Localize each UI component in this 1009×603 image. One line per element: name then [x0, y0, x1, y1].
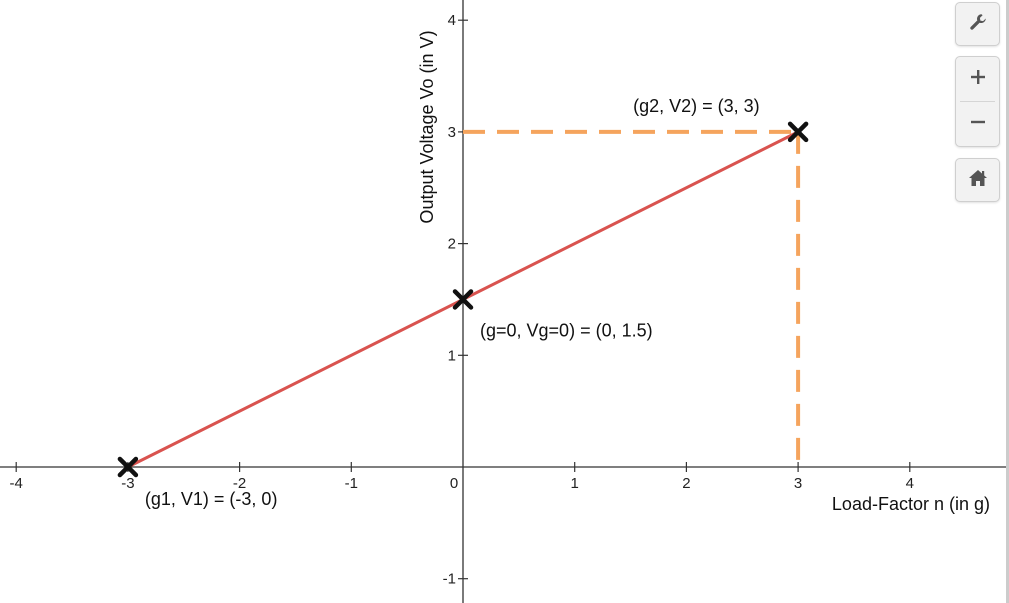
minus-icon	[969, 113, 987, 136]
x-tick-label: -1	[345, 475, 358, 492]
y-tick-label: 2	[448, 236, 456, 253]
x-tick-label: 3	[794, 475, 802, 492]
x-tick-label: 4	[906, 475, 914, 492]
x-tick-label: -3	[121, 475, 134, 492]
zoom-divider	[960, 101, 995, 102]
y-tick-label: -1	[443, 571, 456, 588]
zoom-in-button[interactable]	[956, 57, 999, 101]
zoom-controls	[955, 56, 1000, 147]
y-axis-title: Output Voltage Vo (in V)	[417, 30, 437, 223]
point-marker[interactable]	[452, 289, 474, 310]
x-tick-label: -2	[233, 475, 246, 492]
graph-settings-button[interactable]	[955, 2, 1000, 46]
zoom-out-button[interactable]	[956, 102, 999, 146]
point-label: (g1, V1) = (-3, 0)	[145, 489, 278, 509]
y-tick-label: 4	[448, 12, 456, 29]
point-marker[interactable]	[787, 121, 809, 143]
y-tick-label: 3	[448, 124, 456, 141]
default-view-button[interactable]	[955, 158, 1000, 202]
x-axis-title: Load-Factor n (in g)	[832, 494, 990, 514]
panel-divider	[1006, 0, 1009, 603]
x-tick-label: 1	[571, 475, 579, 492]
x-tick-label: -4	[10, 475, 23, 492]
x-tick-label: 2	[682, 475, 690, 492]
wrench-icon	[968, 12, 988, 37]
point-label: (g=0, Vg=0) = (0, 1.5)	[480, 320, 653, 340]
home-icon	[968, 169, 988, 192]
origin-label: 0	[450, 475, 458, 492]
y-tick-label: 1	[448, 347, 456, 364]
point-marker[interactable]	[117, 456, 139, 478]
plus-icon	[969, 68, 987, 91]
point-label: (g2, V2) = (3, 3)	[633, 96, 760, 116]
